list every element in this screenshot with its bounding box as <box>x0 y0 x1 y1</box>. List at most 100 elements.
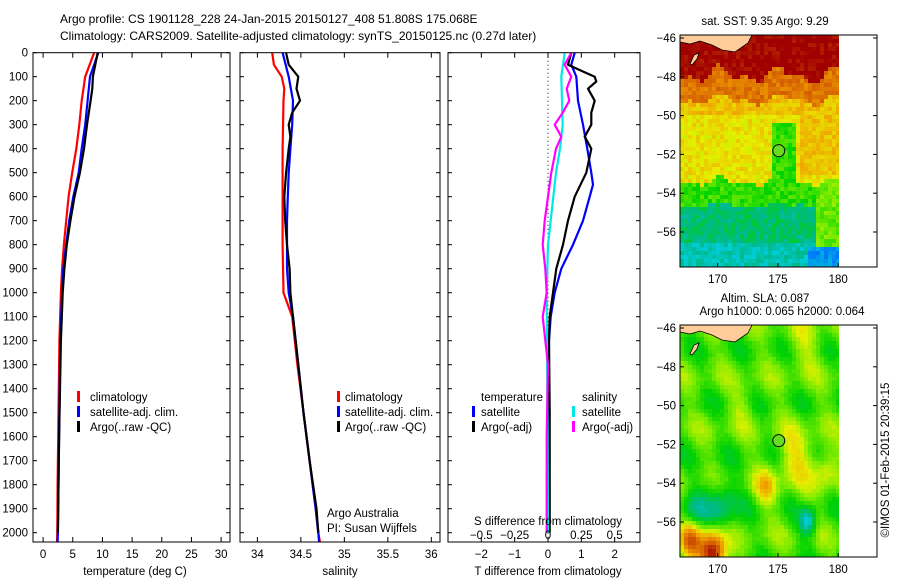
lat-tick-label: −46 <box>656 323 676 335</box>
s-tick-label: 0.5 <box>607 530 623 542</box>
map-frame <box>679 34 878 268</box>
x-tick-label: −2 <box>475 549 488 561</box>
t-difference-x-label: T difference from climatology <box>474 566 621 578</box>
x-tick-label: 10 <box>96 549 109 561</box>
y-tick-label: 200 <box>9 96 28 108</box>
legend-label: satellite <box>582 407 621 419</box>
legend-label: Argo(-adj) <box>582 422 633 434</box>
y-tick-label: 900 <box>9 264 28 276</box>
lat-tick-label: −54 <box>656 188 676 200</box>
y-tick-label: 1500 <box>2 408 28 420</box>
y-tick-label: 1200 <box>2 336 28 348</box>
lat-tick-label: −50 <box>656 111 676 123</box>
legend-title-temperature: temperature <box>481 392 543 404</box>
lon-tick-label: 180 <box>829 564 848 576</box>
series-line-satellite-adj-clim- <box>56 52 100 543</box>
y-tick-label: 1000 <box>2 288 28 300</box>
legend-swatch-satellite <box>337 406 340 417</box>
y-tick-label: 500 <box>9 168 28 180</box>
legend-label: climatology <box>345 392 403 404</box>
x-tick-label: 34 <box>251 549 264 561</box>
s-tick-label: 0 <box>545 530 551 542</box>
sla-map-title: Altim. SLA: 0.087 <box>721 293 810 305</box>
lat-tick-label: −52 <box>656 439 676 451</box>
legend-swatch-t-satellite <box>472 406 475 417</box>
y-tick-label: 1600 <box>2 432 28 444</box>
x-tick-label: 1 <box>578 549 584 561</box>
legend-swatch-t-argo <box>472 421 475 432</box>
salinity-x-label: salinity <box>322 566 357 578</box>
y-tick-label: 100 <box>9 72 28 84</box>
lon-tick-label: 180 <box>829 274 848 286</box>
x-tick-label: 35 <box>338 549 351 561</box>
y-tick-label: 0 <box>22 48 28 60</box>
x-tick-label: 0 <box>545 549 551 561</box>
lon-tick-label: 170 <box>708 564 727 576</box>
s-tick-label: −0.25 <box>500 530 529 542</box>
series-line-s-argo-adj- <box>541 52 573 533</box>
legend-swatch-argo <box>337 421 340 432</box>
lat-tick-label: −52 <box>656 149 676 161</box>
legend-swatch-satellite <box>77 406 80 417</box>
series-line-argo-raw-qc- <box>283 52 320 533</box>
legend-label: Argo(..raw -QC) <box>90 422 171 434</box>
temperature-legend: climatology satellite-adj. clim. Argo(..… <box>77 391 178 434</box>
y-tick-label: 700 <box>9 216 28 228</box>
island <box>689 342 700 356</box>
argo-float-marker <box>772 144 786 158</box>
legend-label: Argo(-adj) <box>481 422 532 434</box>
legend-label: satellite-adj. clim. <box>90 407 178 419</box>
lat-tick-label: −56 <box>656 517 676 529</box>
lat-tick-label: −48 <box>656 362 676 374</box>
title-line-2: Climatology: CARS2009. Satellite-adjuste… <box>60 29 536 43</box>
legend-label: satellite <box>481 407 520 419</box>
legend-swatch-s-satellite <box>572 406 575 417</box>
y-tick-label: 1900 <box>2 504 28 516</box>
legend-label: satellite-adj. clim. <box>345 407 433 419</box>
lon-tick-label: 175 <box>768 274 787 286</box>
x-tick-label: 20 <box>155 549 168 561</box>
x-tick-label: 5 <box>70 549 76 561</box>
map-frame <box>679 324 878 558</box>
s-tick-label: 0.25 <box>570 530 592 542</box>
x-tick-label: 15 <box>126 549 139 561</box>
x-tick-label: 2 <box>611 549 617 561</box>
y-tick-label: 1300 <box>2 360 28 372</box>
y-tick-label: 300 <box>9 120 28 132</box>
lat-tick-label: −54 <box>656 478 676 490</box>
series-line-s-satellite <box>545 52 566 533</box>
sst-heatmap-image <box>680 35 839 267</box>
lon-tick-label: 175 <box>768 564 787 576</box>
land-coastline <box>679 324 753 343</box>
y-tick-label: 1100 <box>3 312 28 324</box>
legend-swatch-s-argo <box>572 421 575 432</box>
legend-title-salinity: salinity <box>582 392 617 404</box>
lon-tick-label: 170 <box>708 274 727 286</box>
legend-swatch-climatology <box>77 391 80 402</box>
salinity-legend: climatology satellite-adj. clim. Argo(..… <box>327 391 433 535</box>
x-tick-label: 34.5 <box>290 549 312 561</box>
difference-legend: temperature satellite Argo(-adj) salinit… <box>472 392 633 528</box>
x-tick-label: 35.5 <box>377 549 399 561</box>
x-tick-label: 36 <box>425 549 438 561</box>
lat-tick-label: −50 <box>656 401 676 413</box>
legend-label: Argo(..raw -QC) <box>345 422 426 434</box>
plot-frame <box>32 52 231 543</box>
sla-map-panel: 170 175 180 −46 −48 −50 −52 −54 −56 <box>656 323 878 576</box>
x-tick-label: 0 <box>40 549 46 561</box>
series-line-t-argo-adj- <box>547 52 598 533</box>
annotation-pi: PI: Susan Wijffels <box>327 523 417 535</box>
y-tick-label: 600 <box>9 192 28 204</box>
sst-map-title: sat. SST: 9.35 Argo: 9.29 <box>701 16 828 28</box>
legend-label: climatology <box>90 392 148 404</box>
temperature-panel: 0 5 10 15 20 25 300100200300400500600700800900… <box>2 48 231 561</box>
copyright-credit: ©IMOS 01-Feb-2015 20:39:15 <box>880 383 892 538</box>
y-tick-label: 1800 <box>2 480 28 492</box>
x-tick-label: 30 <box>215 549 228 561</box>
plot-frame <box>239 52 441 543</box>
plot-frame <box>447 52 641 543</box>
island <box>689 52 700 66</box>
sla-map-subtitle: Argo h1000: 0.065 h2000: 0.064 <box>700 306 866 318</box>
series-line-argo-raw-qc- <box>56 52 99 533</box>
